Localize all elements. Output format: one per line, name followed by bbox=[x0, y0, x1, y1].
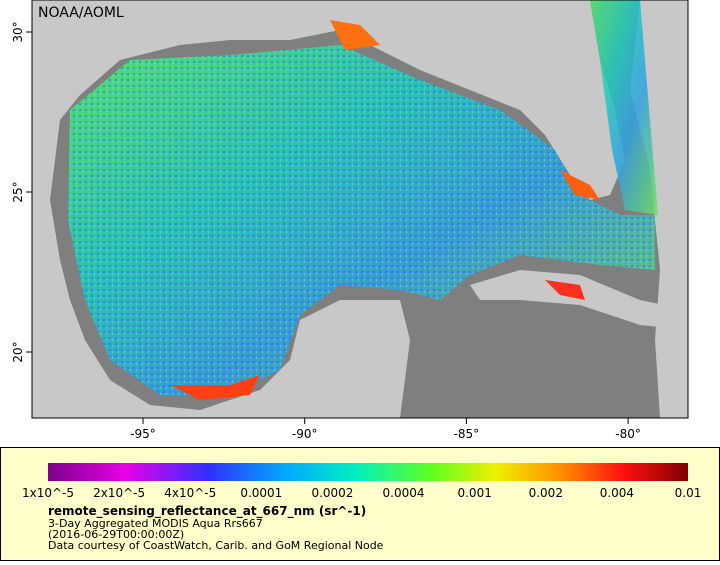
legend-line: 3-Day Aggregated MODIS Aqua Rrs667 bbox=[48, 517, 263, 530]
lon-label: -80° bbox=[615, 427, 641, 441]
coastal-high bbox=[545, 280, 585, 300]
colorbar-label: 0.0001 bbox=[240, 486, 282, 500]
colorbar-ticks: 1x10^-5 2x10^-5 4x10^-5 0.0001 0.0002 0.0004 0… bbox=[22, 486, 701, 500]
coastal-high bbox=[330, 20, 380, 50]
lat-label: 30° bbox=[11, 21, 25, 42]
lon-label: -85° bbox=[454, 427, 480, 441]
legend-line: Data courtesy of CoastWatch, Carib. and … bbox=[48, 539, 384, 552]
colorbar bbox=[48, 463, 688, 481]
coastal-high bbox=[170, 375, 260, 400]
lon-label: -95° bbox=[130, 427, 156, 441]
colorbar-label: 0.0004 bbox=[383, 486, 425, 500]
reflectance-texture bbox=[68, 45, 655, 395]
legend: 1x10^-5 2x10^-5 4x10^-5 0.0001 0.0002 0.0004 0… bbox=[0, 447, 720, 561]
colorbar-label: 0.004 bbox=[600, 486, 634, 500]
colorbar-label: 0.0002 bbox=[311, 486, 353, 500]
colorbar-label: 4x10^-5 bbox=[164, 486, 216, 500]
atlantic-field bbox=[590, 0, 658, 215]
colorbar-label: 0.001 bbox=[457, 486, 491, 500]
legend-variable: remote_sensing_reflectance_at_667_nm (sr… bbox=[48, 504, 366, 519]
lat-label: 25° bbox=[11, 181, 25, 202]
cuba bbox=[470, 270, 688, 330]
colorbar-label: 0.01 bbox=[675, 486, 702, 500]
lon-label: -90° bbox=[292, 427, 318, 441]
map-frame bbox=[31, 0, 689, 419]
lat-label: 20° bbox=[11, 341, 25, 362]
axes: -95° -90° -85° -80° 30° 25° 20° bbox=[11, 21, 641, 441]
florida bbox=[545, 0, 625, 200]
map-credit: NOAA/AOML bbox=[38, 5, 124, 21]
map: NOAA/AOML bbox=[31, 0, 689, 419]
colorbar-label: 2x10^-5 bbox=[93, 486, 145, 500]
colorbar-label: 0.002 bbox=[529, 486, 563, 500]
land bbox=[32, 0, 590, 418]
colorbar-label: 1x10^-5 bbox=[22, 486, 74, 500]
legend-line: (2016-06-29T00:00:00Z) bbox=[48, 528, 184, 541]
coastal-high bbox=[560, 170, 600, 200]
